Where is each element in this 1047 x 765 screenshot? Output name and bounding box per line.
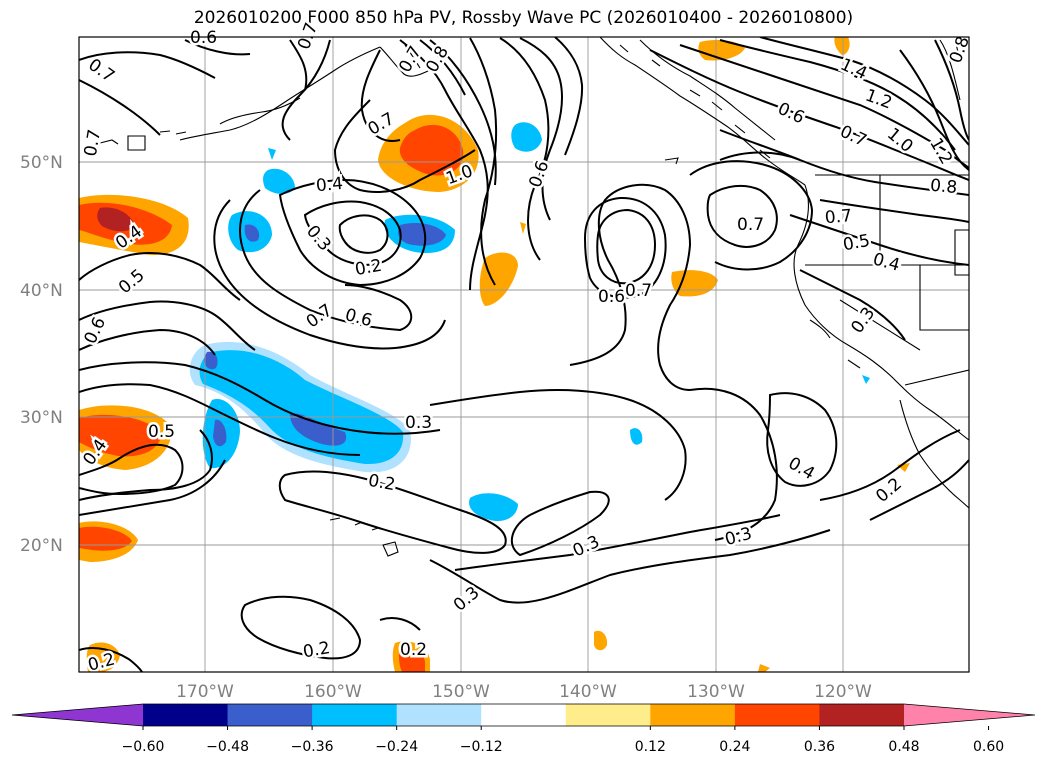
colorbar-segment	[396, 704, 482, 726]
latitude-labels: 50°N 40°N 30°N 20°N	[20, 153, 63, 556]
colorbar-segment	[143, 704, 229, 726]
colorbar-segment	[565, 704, 651, 726]
contour-label: 0.5	[148, 422, 175, 442]
colorbar-segment	[734, 704, 820, 726]
colorbar-extend-max	[904, 704, 1035, 726]
colorbar-segment	[481, 704, 567, 726]
colorbar-tick-label: −0.36	[291, 739, 334, 755]
colorbar-tick-label: 0.60	[973, 739, 1004, 755]
colorbar-segment	[227, 704, 313, 726]
lon-label: 120°W	[814, 682, 872, 702]
colorbar-tick-label: −0.48	[206, 739, 249, 755]
contour-label: 0.6	[190, 28, 217, 48]
map-frame	[78, 36, 970, 673]
colorbar-segment	[312, 704, 398, 726]
map-title: 2026010200 F000 850 hPa PV, Rossby Wave …	[193, 8, 854, 28]
lon-label: 130°W	[687, 682, 745, 702]
contour-label: 0.8	[929, 176, 958, 198]
colorbar-segment	[650, 704, 736, 726]
colorbar-segment	[819, 704, 905, 726]
contour-label: 0.2	[400, 640, 427, 660]
lat-label: 40°N	[20, 281, 63, 301]
lon-label: 160°W	[304, 682, 362, 702]
contour-label: 0.7	[625, 281, 652, 301]
contour-label: 0.7	[824, 206, 853, 228]
colorbar-tick-label: 0.24	[719, 739, 750, 755]
contour-label: 0.7	[737, 215, 764, 235]
contour-label: 0.4	[315, 174, 344, 196]
colorbar-extend-min	[12, 704, 143, 726]
lon-label: 140°W	[559, 682, 617, 702]
colorbar-tick-label: 0.12	[635, 739, 666, 755]
lon-label: 150°W	[432, 682, 490, 702]
pv-contours	[79, 37, 969, 672]
lon-label: 170°W	[176, 682, 234, 702]
colorbar-tick-label: −0.60	[122, 739, 165, 755]
longitude-labels: 170°W 160°W 150°W 140°W 130°W 120°W	[176, 682, 872, 702]
contour-label: 0.3	[405, 413, 432, 433]
coastlines	[99, 37, 969, 557]
colorbar-tick-label: 0.36	[804, 739, 835, 755]
contour-label: 0.6	[598, 287, 625, 307]
colorbar-tick-label: −0.12	[460, 739, 503, 755]
lat-label: 50°N	[20, 153, 63, 173]
shaded-anomalies	[79, 37, 910, 672]
lat-label: 30°N	[20, 408, 63, 428]
colorbar-tick-label: −0.24	[375, 739, 418, 755]
colorbar: −0.60 −0.48 −0.36 −0.24 −0.12 0.12 0.24 0.36 0.4…	[11, 703, 1036, 755]
colorbar-tick-label: 0.48	[888, 739, 919, 755]
lat-label: 20°N	[20, 536, 63, 556]
